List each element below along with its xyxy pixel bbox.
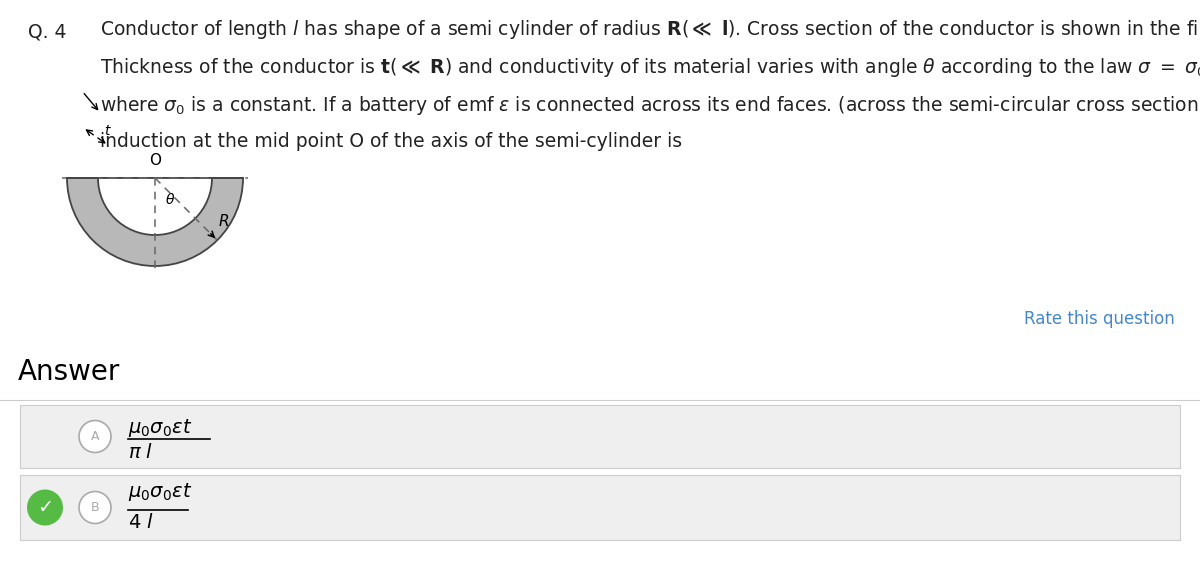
Text: Thickness of the conductor is $\mathbf{t}$($\mathbf{\ll}$ $\mathbf{R}$) and cond: Thickness of the conductor is $\mathbf{t…: [100, 56, 1200, 79]
Wedge shape: [98, 178, 212, 235]
Text: $\pi$ $l$: $\pi$ $l$: [128, 443, 154, 462]
Text: Answer: Answer: [18, 358, 120, 386]
Text: O: O: [149, 153, 161, 168]
Text: where $\sigma_0$ is a constant. If a battery of emf $\varepsilon$ is connected a: where $\sigma_0$ is a constant. If a bat…: [100, 94, 1200, 117]
Circle shape: [28, 489, 64, 525]
Text: induction at the mid point O of the axis of the semi-cylinder is: induction at the mid point O of the axis…: [100, 132, 682, 151]
Text: Conductor of length $\mathit{l}$ has shape of a semi cylinder of radius $\mathbf: Conductor of length $\mathit{l}$ has sha…: [100, 18, 1200, 41]
Text: ✓: ✓: [37, 498, 53, 517]
Text: $t$: $t$: [103, 124, 112, 138]
Wedge shape: [67, 178, 242, 266]
Circle shape: [79, 421, 112, 453]
Text: B: B: [91, 501, 100, 514]
Bar: [20, 405, 1180, 468]
Text: $4$ $l$: $4$ $l$: [128, 513, 154, 533]
Text: $\mu_0\sigma_0\varepsilon t$: $\mu_0\sigma_0\varepsilon t$: [128, 481, 192, 503]
Text: $\theta$: $\theta$: [166, 193, 175, 208]
Text: A: A: [91, 430, 100, 443]
Text: $R$: $R$: [218, 213, 229, 229]
Bar: [20, 475, 1180, 540]
Text: $\mu_0\sigma_0\varepsilon t$: $\mu_0\sigma_0\varepsilon t$: [128, 417, 192, 439]
Circle shape: [79, 491, 112, 524]
Text: Rate this question: Rate this question: [1025, 310, 1175, 328]
Text: Q. 4: Q. 4: [28, 22, 66, 41]
